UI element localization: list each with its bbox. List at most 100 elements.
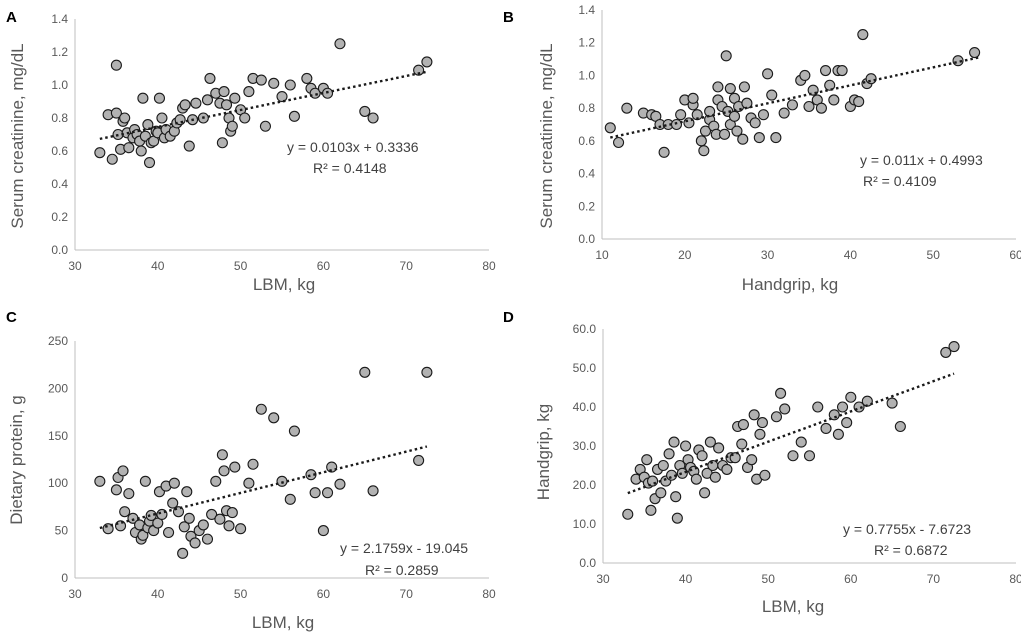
regression-equation: y = 0.0103x + 0.3336 <box>287 139 419 155</box>
y-tick-label: 1.4 <box>51 12 68 26</box>
panel-label: C <box>6 309 17 326</box>
data-point <box>670 491 682 503</box>
x-tick-label: 40 <box>151 259 165 273</box>
x-tick-label: 80 <box>1009 572 1021 586</box>
data-point <box>613 136 625 149</box>
data-point <box>119 506 131 518</box>
data-point <box>709 471 721 483</box>
data-point <box>229 92 241 104</box>
data-point <box>812 401 824 413</box>
data-point <box>754 428 766 440</box>
data-point <box>832 428 844 440</box>
data-point <box>757 109 770 121</box>
data-point <box>670 118 683 131</box>
data-point <box>803 100 815 113</box>
data-point <box>857 28 869 41</box>
x-tick-label: 20 <box>678 248 692 262</box>
x-tick-label: 50 <box>234 259 248 273</box>
trendline <box>99 445 428 530</box>
panel-c: 30 40 50 60 70 80 0 50 100 150 200 250 C y = 2.1759… <box>6 309 496 632</box>
data-point <box>268 412 280 424</box>
r-squared-label: R² = 0.2859 <box>365 562 439 578</box>
data-point <box>718 128 731 140</box>
data-point <box>658 146 670 158</box>
y-tick-label: 0.4 <box>51 177 68 191</box>
data-point <box>413 454 425 466</box>
data-point <box>799 69 811 81</box>
y-tick-label: 200 <box>48 381 68 395</box>
data-point <box>766 89 778 101</box>
data-point <box>759 469 771 481</box>
data-point <box>201 533 214 545</box>
data-point <box>123 142 135 154</box>
data-point <box>824 79 836 91</box>
data-point <box>622 508 634 520</box>
data-point <box>309 487 321 499</box>
data-point <box>204 72 216 84</box>
data-point <box>940 346 952 358</box>
y-tick-label: 1.2 <box>51 45 68 59</box>
data-point <box>690 473 702 485</box>
x-tick-label: 60 <box>1009 248 1021 262</box>
y-tick-label: 0 <box>61 571 68 585</box>
x-axis-label: LBM, kg <box>252 613 314 632</box>
y-tick-label: 0.2 <box>578 199 595 213</box>
data-point <box>845 391 857 403</box>
data-point <box>284 493 296 505</box>
data-point <box>712 81 724 93</box>
data-point <box>94 147 106 159</box>
x-tick-label: 30 <box>596 572 610 586</box>
r-squared-label: R² = 0.4109 <box>863 173 937 189</box>
data-point <box>276 475 288 487</box>
data-point <box>770 411 783 423</box>
y-axis-label: Serum creatinine, mg/dL <box>537 43 556 228</box>
y-tick-label: 30.0 <box>573 439 597 453</box>
plot-area: 30 40 50 60 70 80 0 50 100 150 200 250 <box>48 334 496 601</box>
data-point <box>210 475 222 487</box>
data-point <box>820 422 832 435</box>
data-point <box>220 99 233 111</box>
data-point <box>145 509 157 521</box>
data-point <box>235 523 247 535</box>
data-point <box>142 119 154 131</box>
data-point <box>218 465 230 477</box>
data-point <box>787 450 799 462</box>
data-point <box>135 145 147 157</box>
x-tick-label: 80 <box>482 259 496 273</box>
y-tick-label: 0.8 <box>51 111 68 125</box>
data-point <box>359 105 371 117</box>
y-tick-label: 100 <box>48 476 68 490</box>
panel-label: D <box>503 309 514 326</box>
data-point <box>288 425 300 437</box>
data-point <box>762 68 774 80</box>
data-point <box>216 449 228 461</box>
x-tick-label: 50 <box>762 572 776 586</box>
r-squared-label: R² = 0.4148 <box>313 160 387 176</box>
data-point <box>163 526 175 539</box>
data-point <box>704 105 716 117</box>
data-point <box>778 107 790 119</box>
data-point <box>707 459 719 472</box>
data-point <box>94 475 106 487</box>
data-point <box>748 409 760 421</box>
y-tick-label: 20.0 <box>573 478 597 492</box>
data-point <box>123 488 135 500</box>
y-tick-label: 1.2 <box>578 36 595 50</box>
data-point <box>110 59 122 71</box>
data-point <box>749 117 761 129</box>
panel-label: B <box>503 9 514 26</box>
panel-b: 10 20 30 40 50 60 0.0 0.2 0.4 0.6 0.8 1.0 1.2 1.4 B y… <box>503 3 1021 294</box>
data-point <box>255 403 267 415</box>
data-point <box>276 91 288 103</box>
data-point <box>359 366 371 378</box>
x-tick-label: 70 <box>400 587 414 601</box>
data-point <box>668 436 680 448</box>
y-axis-label: Dietary protein, g <box>7 395 26 524</box>
data-point <box>604 122 616 134</box>
x-tick-label: 30 <box>68 587 82 601</box>
y-axis-label: Handgrip, kg <box>534 404 553 500</box>
data-point <box>803 450 816 462</box>
data-point <box>828 94 840 106</box>
data-point <box>110 107 122 119</box>
data-point <box>268 77 280 89</box>
